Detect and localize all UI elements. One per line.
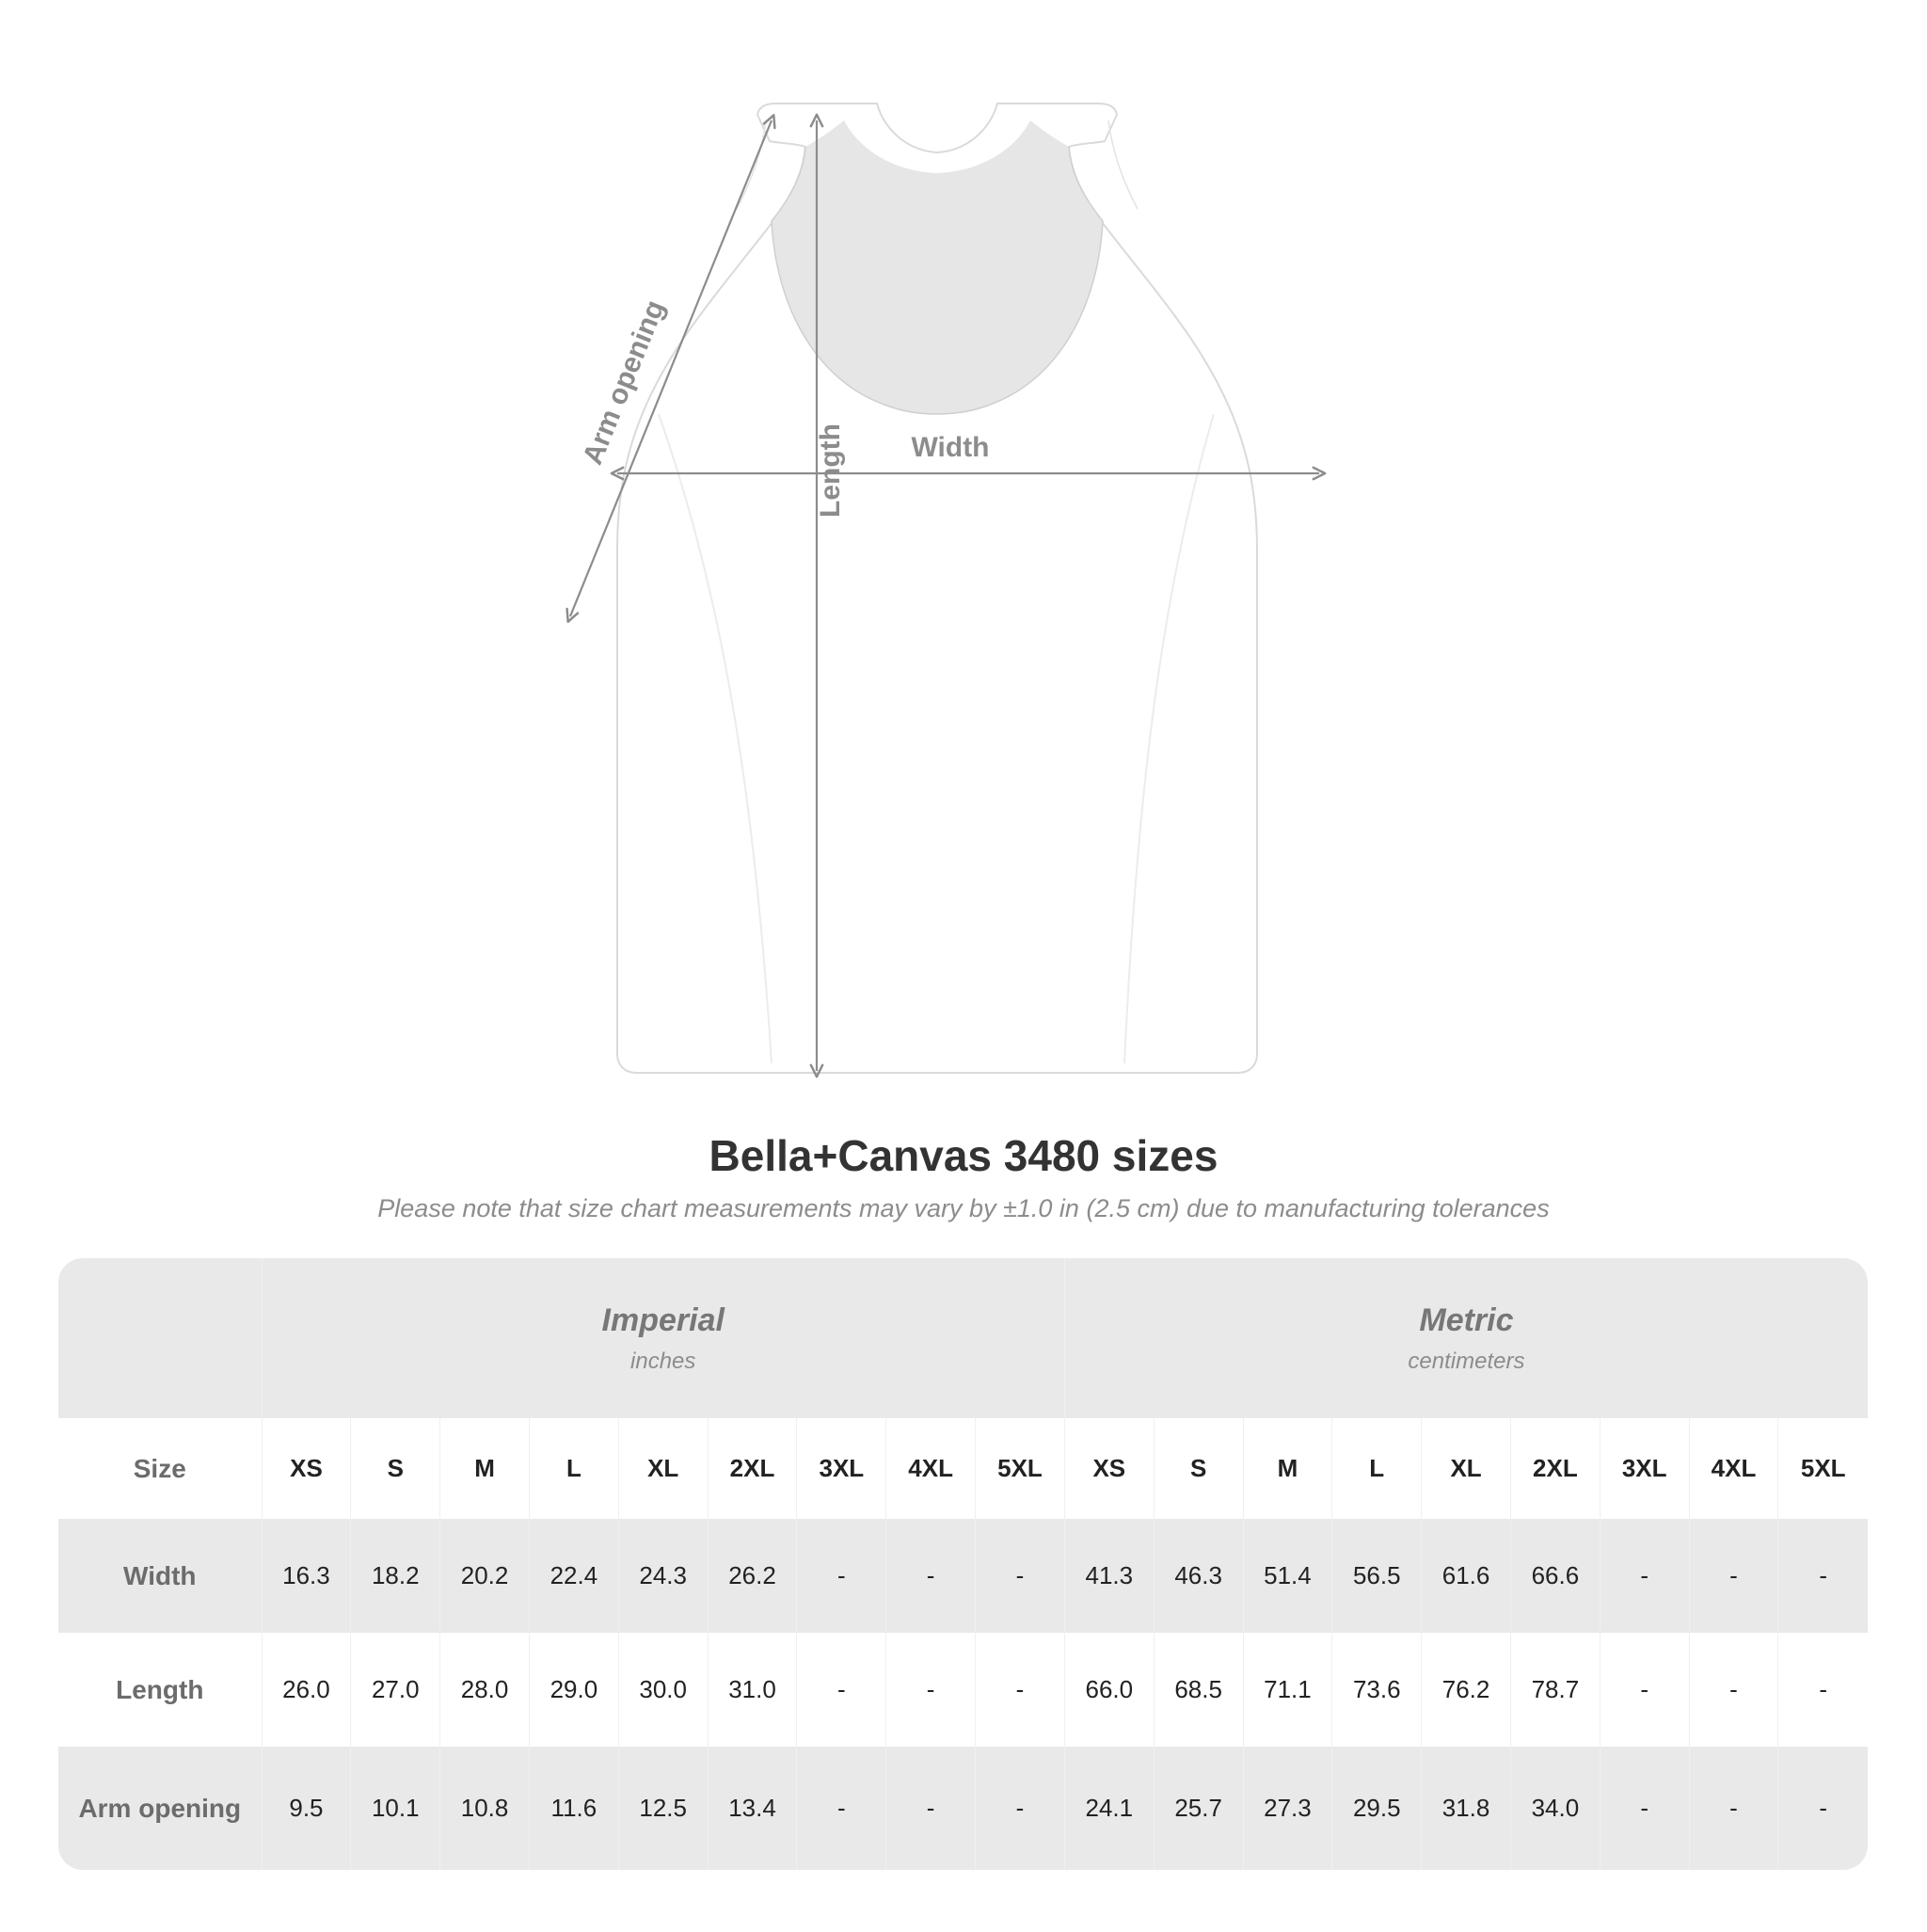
svg-text:Width: Width: [911, 432, 989, 463]
svg-text:Length: Length: [815, 423, 846, 518]
